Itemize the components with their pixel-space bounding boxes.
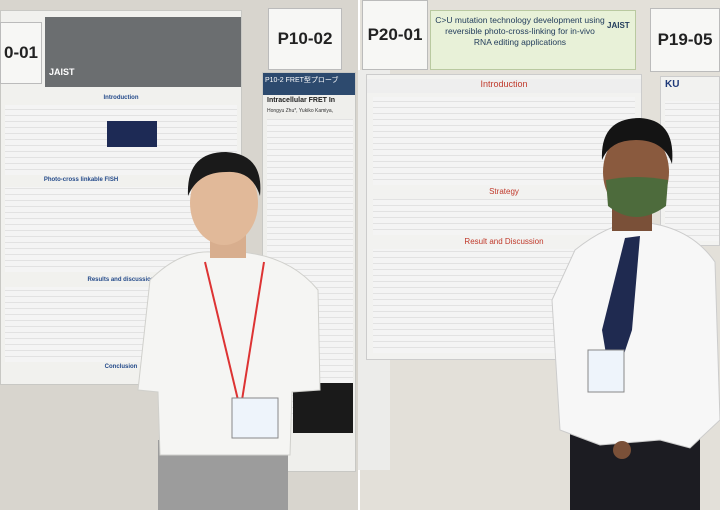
lanyard	[204, 261, 239, 401]
section-title: Introduction	[367, 79, 641, 93]
lanyard	[241, 261, 265, 401]
poster-content	[373, 97, 635, 185]
poster-content	[373, 199, 635, 235]
section-title: Strategy	[489, 187, 519, 196]
hand	[613, 441, 631, 459]
board-label: 0-01	[0, 22, 42, 84]
poster-header	[45, 17, 241, 87]
poster-content	[665, 101, 719, 241]
poster-header: C>U mutation technology development usin…	[430, 10, 636, 70]
name-badge	[587, 349, 625, 393]
hair	[187, 152, 261, 196]
poster-title: C>U mutation technology development usin…	[435, 15, 605, 47]
face-mask	[606, 177, 668, 217]
board-label: P10-02	[268, 8, 342, 70]
shirt	[137, 251, 321, 456]
board-label: P20-01	[362, 0, 428, 70]
board-label: P19-05	[650, 8, 720, 72]
section-title: Photo-cross linkable FISH	[43, 177, 119, 183]
poster-title: Intracellular FRET In	[267, 97, 336, 104]
section-title: Conclusion	[104, 364, 138, 370]
poster-authors: Hongyu Zhu*, Yukiko Kamiya,	[267, 108, 334, 114]
section-title: Results and discussion	[87, 277, 155, 283]
section-title: Introduction	[103, 95, 139, 101]
name-badge	[231, 397, 279, 439]
face	[190, 161, 258, 245]
image	[107, 121, 157, 147]
hair	[601, 118, 673, 164]
section-title: Result and Discussion	[464, 237, 544, 246]
poster-header: P10-2 FRET型プローブ	[263, 73, 355, 95]
logo: JAIST	[607, 21, 630, 30]
logo: KU	[665, 79, 680, 90]
poster: KU	[660, 76, 720, 246]
logo: JAIST	[49, 67, 75, 77]
